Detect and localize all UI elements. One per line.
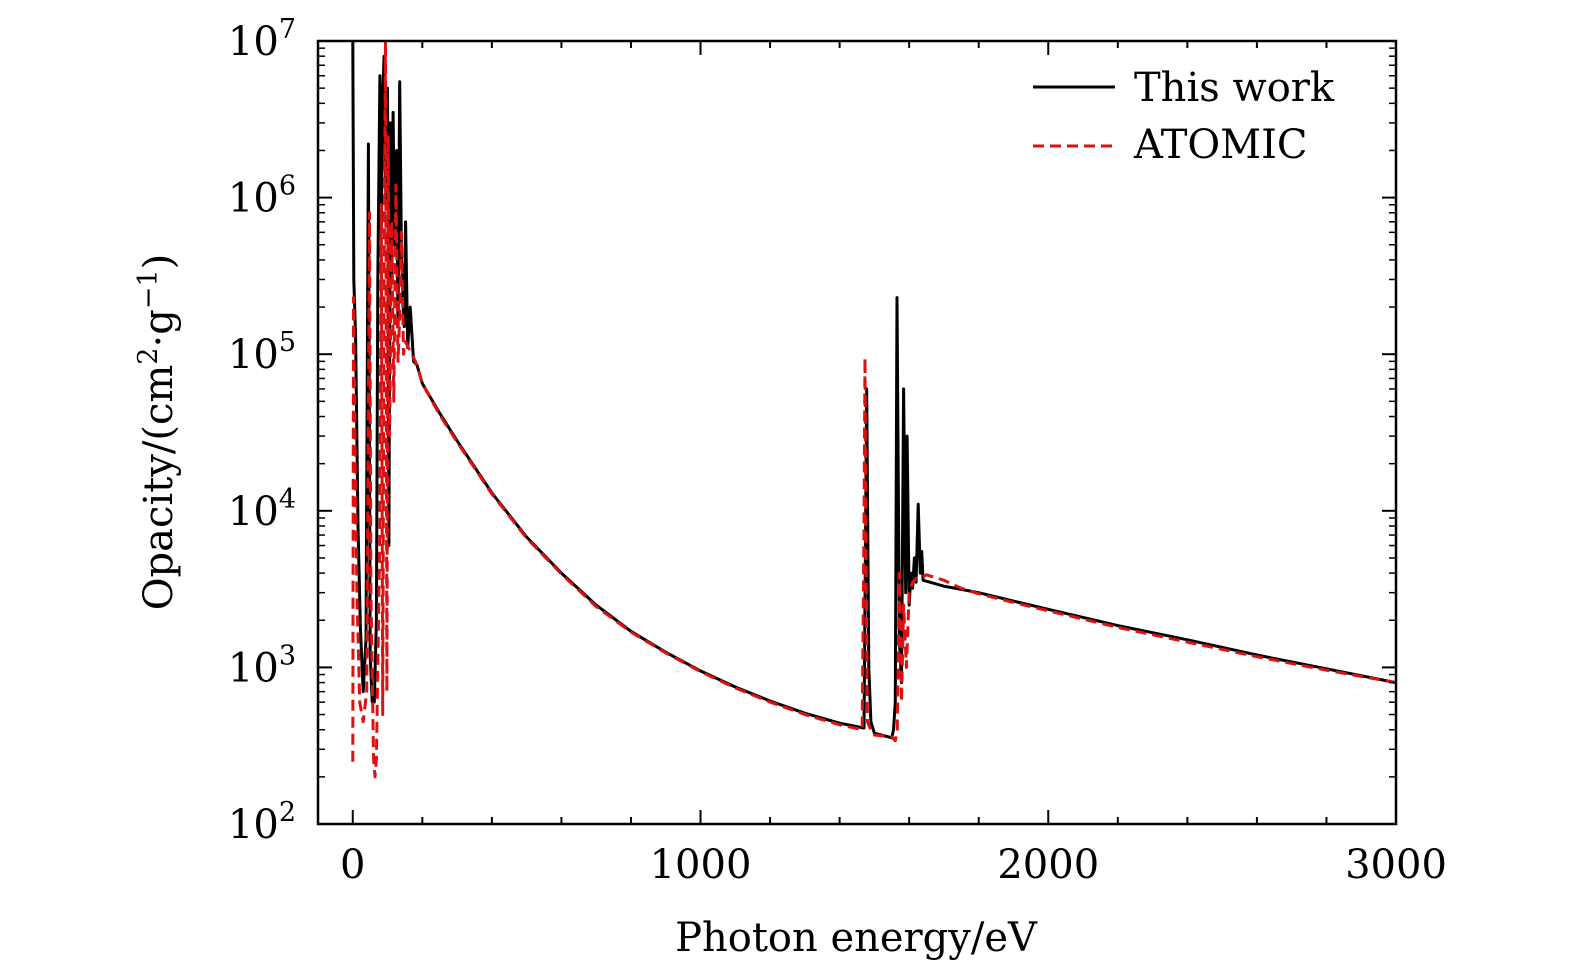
legend: This work ATOMIC xyxy=(1033,65,1335,168)
y-tick-label: 103 xyxy=(228,640,296,691)
series-line-this-work xyxy=(351,40,1397,740)
y-axis: 102 103 104 105 106 107 xyxy=(228,14,1396,848)
x-tick-label: 1000 xyxy=(650,842,752,888)
x-axis: 0 1000 2000 3000 xyxy=(340,41,1447,888)
y-tick-label: 106 xyxy=(228,171,296,222)
plot-frame xyxy=(316,39,1398,826)
y-tick-label: 107 xyxy=(228,14,296,65)
legend-label-atomic: ATOMIC xyxy=(1133,122,1308,168)
series-line-atomic xyxy=(351,39,1397,779)
x-tick-label: 3000 xyxy=(1345,842,1447,888)
x-tick-label: 0 xyxy=(340,842,365,888)
x-axis-title: Photon energy/eV xyxy=(675,915,1038,961)
y-axis-title: Opacity/(cm2·g−1) xyxy=(133,254,182,610)
x-tick-label: 2000 xyxy=(997,842,1099,888)
y-tick-label: 104 xyxy=(228,484,296,535)
y-tick-label: 105 xyxy=(228,327,296,378)
series-layer xyxy=(351,39,1397,779)
legend-label-this-work: This work xyxy=(1134,65,1335,111)
y-tick-label: 102 xyxy=(228,797,296,848)
